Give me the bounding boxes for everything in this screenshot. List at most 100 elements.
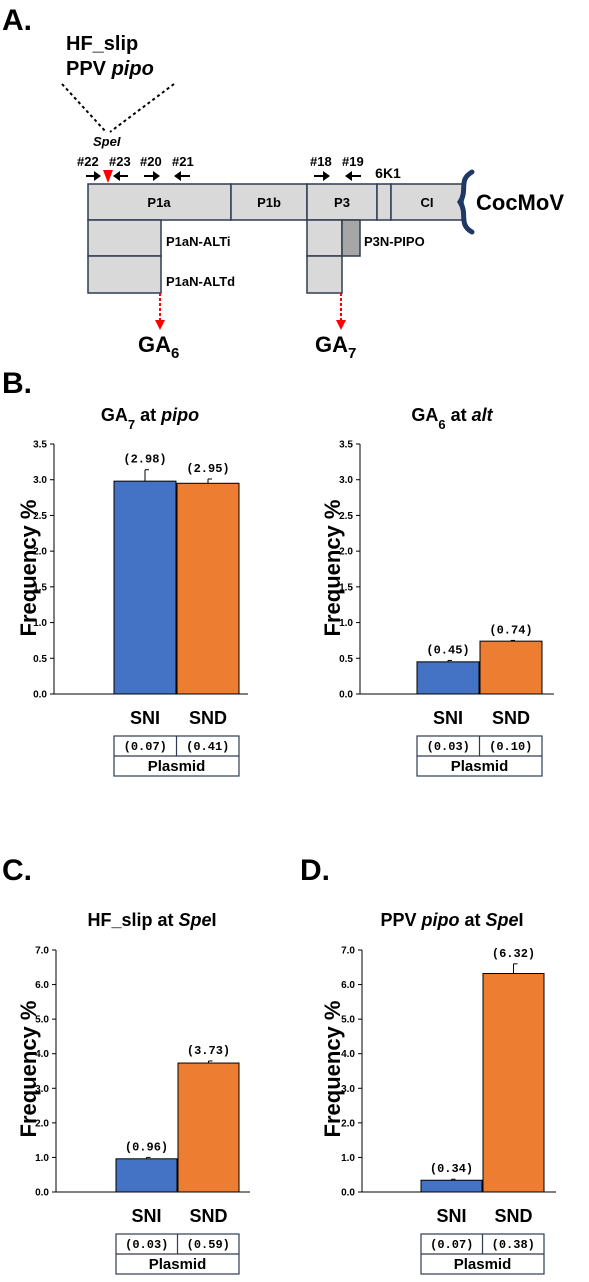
plasmid-value: (0.41) [186, 740, 229, 754]
plasmid-label: Plasmid [148, 758, 206, 775]
y-tick-label: 1.0 [35, 1153, 49, 1164]
y-tick-label: 3.0 [339, 475, 353, 486]
chart-title: GA6 at alt [411, 405, 493, 432]
ga6-arrow-icon [155, 320, 165, 330]
y-tick-label: 1.5 [339, 582, 353, 593]
panel-a: A. HF_slip PPV pipo SpeI #22 #23 #20 #21… [2, 4, 564, 362]
arrow-left-icon [174, 171, 190, 181]
y-tick-label: 0.0 [339, 690, 353, 701]
bar-value-label: (0.74) [489, 623, 532, 637]
category-label-sni: SNI [130, 708, 160, 728]
plasmid-value: (0.03) [427, 740, 470, 754]
y-tick-label: 3.0 [33, 475, 47, 486]
y-tick-label: 1.5 [33, 582, 47, 593]
panel-a-letter: A. [2, 4, 32, 37]
chart-title: PPV pipo at SpeI [380, 910, 523, 930]
panel-b-letter: B. [2, 367, 32, 400]
y-tick-label: 3.5 [339, 440, 353, 451]
y-axis-label: Frequency % [16, 1001, 41, 1138]
bar-sni [420, 1179, 483, 1193]
y-tick-label: 0.0 [33, 690, 47, 701]
y-tick-label: 7.0 [341, 946, 355, 957]
segment-p3-label: P3 [334, 195, 350, 210]
panel-c-letter: C. [2, 854, 32, 887]
y-tick-label: 2.0 [339, 547, 353, 558]
chart-title: GA7 at pipo [101, 405, 199, 432]
bar-value-label: (0.96) [125, 1140, 168, 1154]
bar-snd [482, 973, 545, 1193]
y-tick-label: 1.0 [339, 618, 353, 629]
y-axis-label: Frequency % [320, 500, 345, 637]
plasmid-value: (0.10) [489, 740, 532, 754]
genome-map [87, 183, 464, 221]
genome-break-icon [456, 169, 475, 235]
bar-snd [176, 482, 240, 695]
bar-value-label: (3.73) [187, 1044, 230, 1058]
segment-ci [390, 183, 464, 221]
product-p3n-pipo-label: P3N-PIPO [364, 234, 425, 249]
insertion-line-left [61, 83, 107, 133]
chart-ga6-alt: GA6 at alt Frequency % 0.0 0.5 1.0 1.5 2.0 2.5 3… [320, 405, 554, 777]
primer-arrows [86, 171, 361, 181]
product-p1an-alti-box [87, 219, 162, 257]
plasmid-value: (0.38) [492, 1238, 535, 1252]
plasmid-value: (0.07) [124, 740, 167, 754]
primer-19-label: #19 [342, 154, 364, 169]
bar-sni [416, 661, 480, 695]
y-tick-label: 4.0 [341, 1049, 355, 1060]
primer-22-label: #22 [77, 154, 99, 169]
product-p3n-box [306, 219, 343, 257]
primer-23-label: #23 [109, 154, 131, 169]
insertion-line-right [109, 83, 175, 133]
virus-name: CocMoV [476, 190, 564, 215]
segment-p1a-label: P1a [147, 195, 171, 210]
y-tick-label: 6.0 [341, 980, 355, 991]
construct-hf-slip: HF_slip [66, 33, 138, 55]
y-tick-label: 6.0 [35, 980, 49, 991]
plasmid-label: Plasmid [451, 758, 509, 775]
y-tick-label: 0.0 [341, 1188, 355, 1199]
ga6-label: GA6 [138, 332, 179, 362]
bar-value-label: (2.95) [186, 462, 229, 476]
bar-sni [113, 480, 177, 695]
plasmid-label: Plasmid [454, 1256, 512, 1273]
y-tick-label: 2.5 [339, 511, 353, 522]
y-tick-label: 0.0 [35, 1188, 49, 1199]
y-tick-label: 3.0 [341, 1084, 355, 1095]
plasmid-value: (0.07) [430, 1238, 473, 1252]
segment-6k1 [376, 183, 392, 221]
bar-snd [177, 1062, 240, 1193]
y-tick-label: 2.0 [35, 1118, 49, 1129]
segment-ci-label: CI [421, 195, 434, 210]
primer-20-label: #20 [140, 154, 162, 169]
y-tick-label: 3.0 [35, 1084, 49, 1095]
y-tick-label: 7.0 [35, 946, 49, 957]
arrow-left-icon [345, 171, 361, 181]
category-label-snd: SND [494, 1206, 532, 1226]
primer-21-label: #21 [172, 154, 194, 169]
bar-sni [115, 1158, 178, 1193]
arrow-right-icon [144, 171, 160, 181]
category-label-sni: SNI [131, 1206, 161, 1226]
category-label-snd: SND [189, 708, 227, 728]
y-tick-label: 0.5 [33, 654, 47, 665]
arrow-right-icon [314, 171, 330, 181]
chart-title: HF_slip at SpeI [87, 910, 216, 930]
y-tick-label: 5.0 [341, 1015, 355, 1026]
panel-d-letter: D. [300, 854, 330, 887]
category-label-snd: SND [492, 708, 530, 728]
bar-value-label: (6.32) [492, 947, 535, 961]
y-tick-label: 1.0 [341, 1153, 355, 1164]
plasmid-value: (0.03) [125, 1238, 168, 1252]
bar-value-label: (0.34) [430, 1162, 473, 1176]
product-p1an-altd-box [87, 255, 162, 294]
bar-value-label: (2.98) [123, 453, 166, 467]
plasmid-label: Plasmid [149, 1256, 207, 1273]
segment-p1b-label: P1b [257, 195, 281, 210]
y-tick-label: 3.5 [33, 440, 47, 451]
spei-site-label: SpeI [93, 134, 121, 149]
plasmid-value: (0.59) [187, 1238, 230, 1252]
category-label-snd: SND [189, 1206, 227, 1226]
bar-snd [479, 640, 543, 695]
